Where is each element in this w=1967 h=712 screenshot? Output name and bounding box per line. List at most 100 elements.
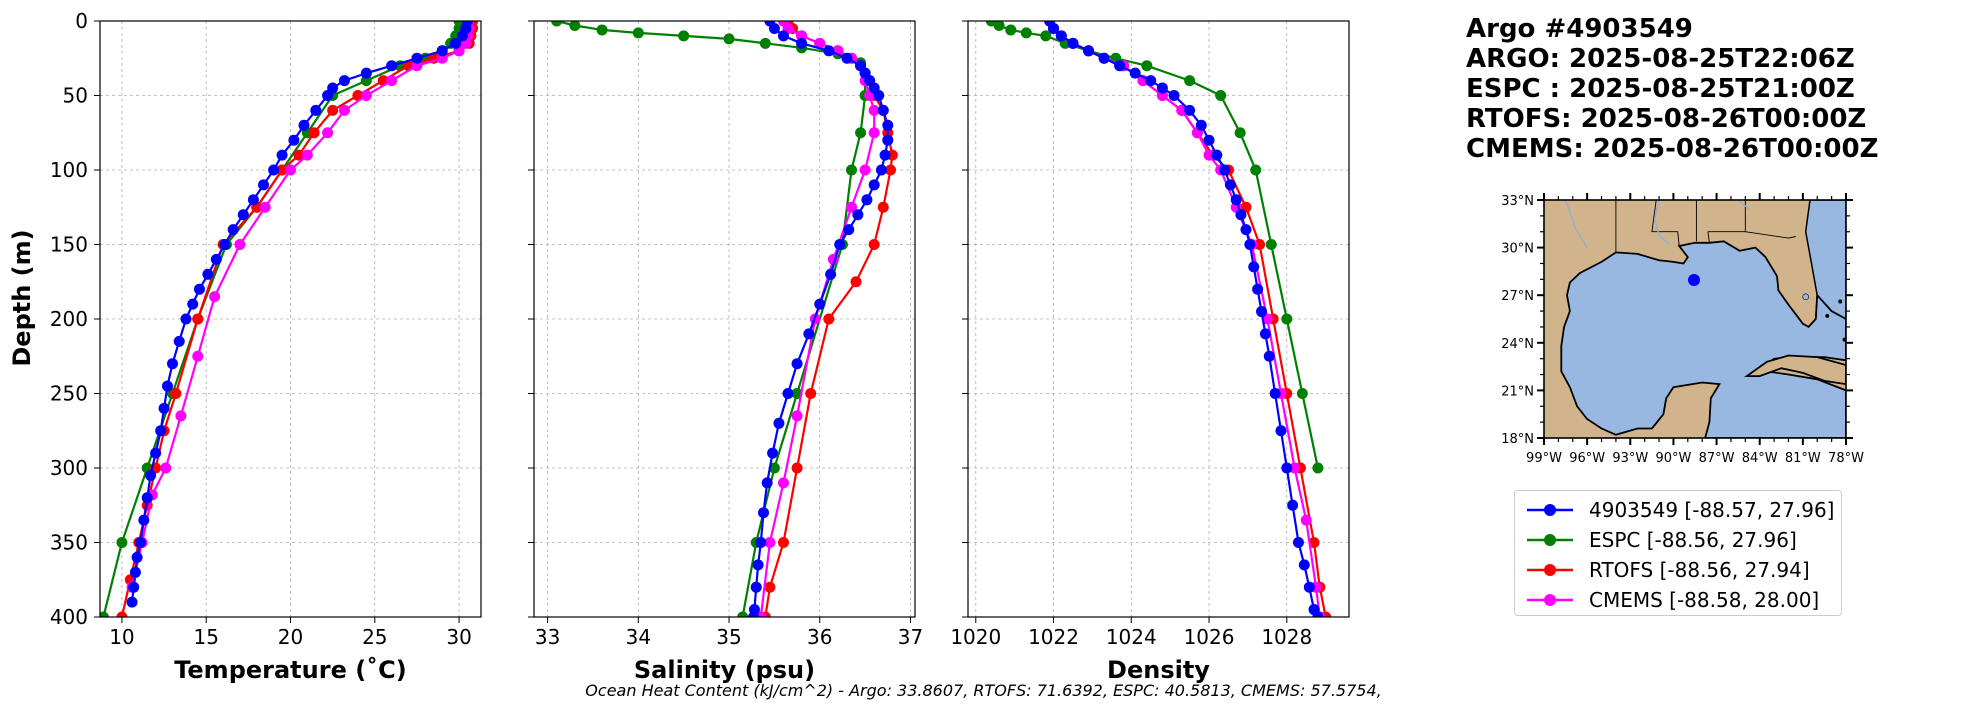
data-point-argo [1211,149,1223,161]
data-point-argo [338,75,350,87]
river-line [1564,200,1588,248]
legend-swatch-icon [1527,504,1573,516]
data-point-argo [758,507,770,519]
data-point-espc [596,24,608,36]
map-lon-label: 93°W [1612,451,1648,466]
data-point-cmems [791,410,803,422]
data-point-argo [773,417,785,429]
data-point-espc [1184,75,1196,87]
data-point-rtofs [850,276,862,288]
data-point-rtofs [116,611,128,617]
data-point-argo [210,253,222,265]
map-lon-label: 90°W [1655,451,1691,466]
data-point-argo [298,119,310,131]
data-point-argo [1203,134,1215,146]
data-point-espc [1141,60,1153,72]
y-tick-label: 50 [63,84,88,108]
data-point-cmems [192,350,204,362]
island-mark [1825,313,1830,318]
data-point-cmems [868,127,880,139]
data-point-argo [1145,75,1157,87]
map-lon-label: 84°W [1742,451,1778,466]
data-point-argo [161,380,173,392]
x-tick-label: 15 [193,625,218,649]
data-point-argo [247,194,259,206]
data-point-argo [873,90,885,101]
legend-swatch-icon [1527,594,1573,606]
data-point-rtofs [1308,537,1320,548]
data-point-argo [138,514,150,526]
data-point-argo [796,37,808,49]
data-point-cmems [777,477,789,489]
data-point-cmems [814,37,826,49]
data-point-argo [1114,60,1126,72]
data-point-espc [1234,127,1246,139]
data-point-argo [227,224,239,236]
legend-swatch-icon [1527,534,1573,546]
x-tick-label: 30 [446,625,471,649]
data-point-cmems [160,462,172,474]
data-point-argo [877,104,889,116]
y-tick-label: 150 [50,233,88,257]
x-tick-label: 1024 [1106,625,1157,649]
data-point-argo [193,283,205,295]
data-point-argo [1219,164,1231,176]
data-point-argo [126,596,138,608]
data-point-rtofs [1254,239,1266,250]
data-point-argo [1275,425,1287,437]
data-point-argo [1098,52,1110,64]
cmems-time: CMEMS: 2025-08-26T00:00Z [1466,134,1879,164]
data-point-espc [993,21,1005,31]
map-lat-label: 30°N [1501,242,1534,257]
profile-panel-0: 10 15 20 25 30050100150200250300350400Temper… [50,9,482,684]
map-lat-label: 33°N [1501,194,1534,209]
legend-label: 4903549 [-88.57, 27.96] [1589,498,1835,522]
y-tick-label: 0 [75,9,88,33]
x-tick-label: 34 [626,625,651,649]
y-tick-label: 200 [50,307,88,331]
data-point-argo [1303,581,1315,593]
y-axis-label: Depth (m) [8,229,36,366]
series-group [551,21,898,617]
y-tick-label: 400 [50,605,88,629]
data-point-argo [276,149,288,161]
data-point-argo [155,425,167,437]
data-point-espc [1005,24,1017,36]
map-lat-label: 24°N [1501,337,1534,352]
data-point-rtofs [868,239,880,250]
data-point-argo [834,239,846,250]
data-point-argo [134,537,146,548]
map-lat-label: 18°N [1501,432,1534,447]
legend-item-rtofs: RTOFS [-88.56, 27.94] [1523,555,1841,585]
data-point-espc [1265,239,1277,250]
data-point-argo [1252,283,1264,295]
x-tick-label: 10 [109,625,134,649]
data-point-espc [632,27,644,39]
data-point-argo [768,22,780,34]
axes-frame [533,20,916,618]
data-point-argo [761,477,773,489]
data-point-cmems [259,201,271,213]
data-point-espc [100,611,109,617]
data-point-espc [1040,30,1052,42]
data-point-cmems [175,410,187,422]
data-point-argo [1083,45,1095,57]
x-tick-label: 1026 [1184,625,1235,649]
data-point-argo [166,358,178,370]
x-tick-label: 1022 [1028,625,1079,649]
axes-frame [967,20,1350,618]
legend-item-cmems: CMEMS [-88.58, 28.00] [1523,585,1841,615]
data-point-espc [1312,462,1324,474]
data-point-rtofs [885,164,897,176]
data-point-argo [868,179,880,191]
data-point-cmems [1176,104,1188,116]
data-point-argo [843,224,855,236]
data-point-argo [879,149,891,161]
data-point-cmems [285,164,296,176]
data-point-argo [1259,328,1271,340]
data-point-rtofs [791,462,803,474]
data-point-argo [258,179,270,191]
data-point-espc [723,33,735,45]
data-point-espc [569,21,581,31]
data-point-espc [1296,388,1308,399]
